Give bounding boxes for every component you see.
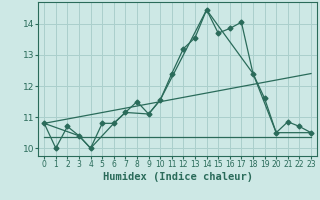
X-axis label: Humidex (Indice chaleur): Humidex (Indice chaleur) [103, 172, 252, 182]
